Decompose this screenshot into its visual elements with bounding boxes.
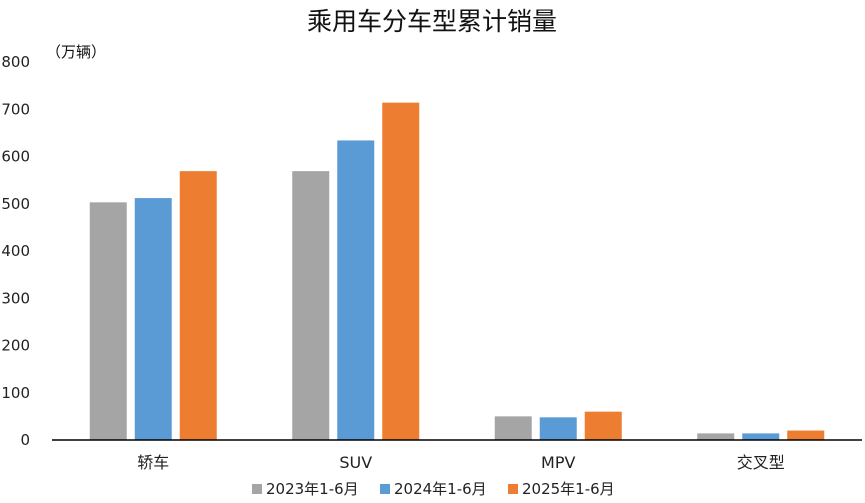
bar [179, 171, 217, 440]
x-category-label: MPV [541, 453, 575, 472]
y-tick-label: 600 [1, 148, 30, 166]
y-tick-label: 200 [1, 337, 30, 355]
y-tick-label: 0 [20, 431, 30, 449]
bar-group [292, 102, 420, 440]
bar [494, 416, 532, 440]
y-axis-ticks: 0 100 200 300 400 500 600 700 800 [1, 53, 30, 449]
bar [134, 198, 172, 440]
legend-label: 2025年1-6月 [522, 480, 615, 498]
bar [89, 202, 127, 440]
bar [787, 430, 825, 440]
legend-label: 2023年1-6月 [266, 480, 359, 498]
x-category-label: 交叉型 [737, 453, 785, 472]
bar [539, 417, 577, 440]
legend: 2023年1-6月 2024年1-6月 2025年1-6月 [252, 480, 615, 498]
legend-swatch [508, 484, 518, 494]
x-category-label: SUV [339, 453, 372, 472]
legend-item: 2025年1-6月 [508, 480, 615, 498]
bar [584, 411, 622, 440]
legend-swatch [252, 484, 262, 494]
bar [742, 433, 780, 440]
bar [292, 171, 330, 440]
y-tick-label: 500 [1, 195, 30, 213]
y-tick-label: 400 [1, 242, 30, 260]
y-tick-label: 700 [1, 100, 30, 118]
x-category-label: 轿车 [137, 453, 169, 472]
chart-title: 乘用车分车型累计销量 [307, 7, 557, 36]
bar [337, 140, 375, 440]
legend-item: 2023年1-6月 [252, 480, 359, 498]
legend-swatch [380, 484, 390, 494]
bar [697, 433, 735, 440]
legend-label: 2024年1-6月 [394, 480, 487, 498]
bar-group [89, 171, 217, 440]
y-axis-unit-label: （万辆） [46, 43, 106, 61]
bar-group [494, 411, 622, 440]
y-tick-label: 100 [1, 384, 30, 402]
bar-group [697, 430, 825, 440]
y-tick-label: 800 [1, 53, 30, 71]
bar [382, 102, 420, 440]
y-tick-label: 300 [1, 289, 30, 307]
bar-groups [89, 102, 825, 440]
x-axis-labels: 轿车 SUV MPV 交叉型 [137, 453, 785, 472]
legend-item: 2024年1-6月 [380, 480, 487, 498]
